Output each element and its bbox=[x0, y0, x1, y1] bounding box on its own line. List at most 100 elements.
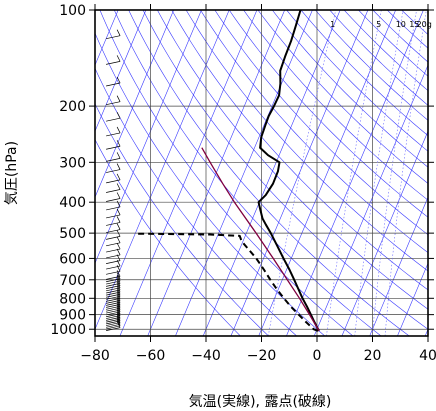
wind-barb bbox=[106, 101, 121, 106]
mixing-ratio-label: 15 bbox=[409, 20, 419, 29]
wind-barb bbox=[106, 248, 121, 253]
wind-barb bbox=[106, 278, 121, 283]
x-tick-label: −40 bbox=[191, 348, 221, 364]
dry-adiabat-line bbox=[228, 10, 428, 218]
dry-adiabat-line bbox=[95, 138, 241, 336]
wind-barb bbox=[106, 236, 121, 240]
dry-adiabat-line bbox=[185, 10, 428, 272]
wind-barb bbox=[106, 229, 121, 233]
wind-barb-flag bbox=[116, 294, 121, 301]
wind-barb bbox=[106, 305, 121, 310]
dry-adiabat-line bbox=[99, 10, 354, 336]
wind-barbs bbox=[106, 29, 121, 331]
wind-barb-flag bbox=[116, 285, 121, 293]
wind-barb bbox=[106, 254, 121, 259]
y-tick-label: 100 bbox=[59, 3, 86, 19]
wind-barb bbox=[106, 320, 121, 325]
dry-adiabat-line bbox=[95, 67, 297, 336]
wind-barb-flag bbox=[116, 126, 121, 134]
wind-barb-flag bbox=[116, 248, 121, 256]
wind-barb-flag bbox=[116, 200, 121, 208]
isotherm-line bbox=[95, 10, 202, 264]
wind-barb bbox=[106, 82, 121, 87]
dry-adiabat-line bbox=[113, 10, 382, 336]
dry-adiabat-line bbox=[95, 32, 326, 336]
dew_point-line bbox=[137, 232, 319, 332]
mixing-ratio-line bbox=[326, 10, 382, 336]
wind-barb-flag bbox=[116, 173, 121, 181]
wind-barb bbox=[106, 318, 121, 323]
dry-adiabat-line bbox=[329, 10, 428, 106]
y-tick-label: 400 bbox=[59, 195, 86, 211]
wind-barb bbox=[106, 222, 121, 226]
wind-barb-flag bbox=[116, 288, 121, 295]
wind-barb-flag bbox=[116, 277, 121, 284]
wind-barb-flag bbox=[116, 183, 121, 190]
wind-barb bbox=[106, 291, 121, 296]
isotherm-line bbox=[369, 196, 428, 336]
wind-barb-flag bbox=[116, 163, 121, 170]
wind-barb-flag bbox=[116, 242, 121, 250]
wind-barb bbox=[106, 295, 121, 300]
mixing-ratio-label: 1 bbox=[330, 20, 335, 29]
wind-barb bbox=[106, 293, 121, 298]
wind-barb bbox=[106, 285, 121, 289]
dry-adiabat-line bbox=[343, 10, 428, 92]
wind-barb-flag bbox=[116, 230, 121, 237]
wind-barb bbox=[106, 311, 121, 316]
isotherm-line bbox=[230, 10, 369, 336]
mixing-ratio-label: 10 bbox=[396, 20, 406, 29]
wind-barb bbox=[106, 35, 121, 40]
wind-barb bbox=[106, 309, 121, 314]
x-tick-label: −80 bbox=[80, 348, 110, 364]
wind-barb-flag bbox=[116, 152, 121, 159]
wind-barb bbox=[106, 179, 121, 184]
dry-adiabat-line bbox=[200, 10, 428, 254]
wind-barb-flag bbox=[116, 76, 121, 84]
wind-barb-flag bbox=[116, 112, 121, 119]
wind-barb bbox=[106, 260, 121, 264]
wind-barb-flag bbox=[116, 279, 121, 286]
mixing-ratio-line bbox=[384, 10, 427, 336]
wind-barb-flag bbox=[116, 208, 121, 216]
wind-barb-flag bbox=[116, 192, 121, 199]
wind-barb bbox=[106, 280, 121, 285]
wind-barb bbox=[106, 206, 121, 211]
mixing-ratio-lines bbox=[267, 10, 427, 336]
dry-adiabat-line bbox=[243, 10, 428, 201]
x-tick-label: 20 bbox=[364, 348, 382, 364]
wind-barb bbox=[106, 265, 121, 270]
dry-adiabat-line bbox=[128, 10, 410, 336]
wind-barb-flag bbox=[116, 292, 121, 299]
wind-barb-flag bbox=[116, 298, 121, 305]
mixing-ratio-line bbox=[267, 10, 337, 336]
wind-barb-flag bbox=[116, 274, 121, 282]
wind-barb bbox=[106, 315, 121, 319]
wind-barb-flag bbox=[116, 272, 121, 279]
wind-barb-flag bbox=[116, 216, 121, 223]
wind-barb bbox=[106, 325, 121, 330]
wind-barb bbox=[106, 270, 121, 275]
mixing-ratio-label: 5 bbox=[376, 20, 381, 29]
wind-barb-flag bbox=[116, 281, 121, 288]
mixing-ratio-line bbox=[354, 10, 404, 336]
dry-adiabat-line bbox=[257, 10, 428, 184]
wind-barb bbox=[106, 327, 121, 331]
dry-adiabat-line bbox=[142, 10, 428, 330]
mixing-ratio-line bbox=[371, 10, 417, 336]
dry-adiabat-line bbox=[272, 10, 428, 168]
wind-barb bbox=[106, 287, 121, 292]
wind-barb bbox=[106, 158, 121, 162]
wind-barb-flag bbox=[116, 296, 121, 303]
sounding-series bbox=[137, 10, 320, 332]
temperature-line bbox=[257, 10, 320, 332]
y-tick-label: 200 bbox=[59, 99, 86, 115]
isotherm-line bbox=[341, 130, 428, 336]
wind-barb-flag bbox=[116, 283, 121, 291]
isotherm-line bbox=[313, 64, 428, 336]
wind-barb-flag bbox=[116, 223, 121, 230]
wind-barb-flag bbox=[116, 236, 121, 244]
